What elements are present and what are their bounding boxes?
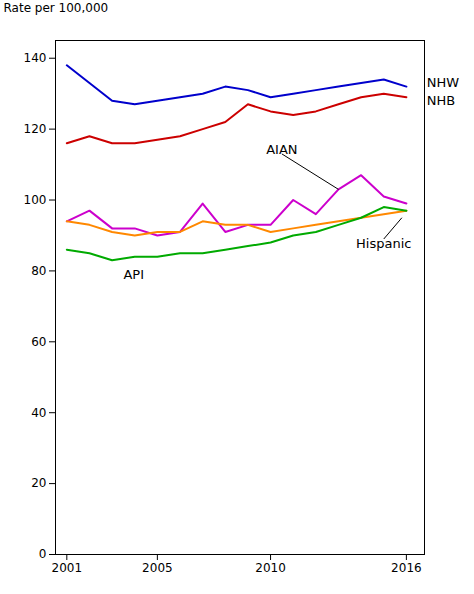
svg-text:140: 140	[24, 51, 47, 65]
svg-text:AIAN: AIAN	[266, 142, 297, 157]
svg-text:80: 80	[31, 264, 46, 278]
svg-text:2010: 2010	[255, 561, 286, 575]
svg-text:Rate per 100,000: Rate per 100,000	[4, 1, 109, 15]
svg-text:0: 0	[39, 547, 47, 561]
svg-text:2005: 2005	[142, 561, 173, 575]
svg-text:2001: 2001	[52, 561, 83, 575]
svg-text:60: 60	[31, 335, 46, 349]
svg-text:2016: 2016	[391, 561, 422, 575]
svg-text:20: 20	[31, 476, 46, 490]
svg-text:Hispanic: Hispanic	[356, 236, 411, 251]
svg-text:100: 100	[24, 193, 47, 207]
svg-text:40: 40	[31, 406, 46, 420]
svg-text:NHW: NHW	[427, 75, 460, 90]
svg-text:120: 120	[24, 122, 47, 136]
svg-text:NHB: NHB	[427, 93, 455, 108]
svg-text:API: API	[123, 267, 144, 282]
